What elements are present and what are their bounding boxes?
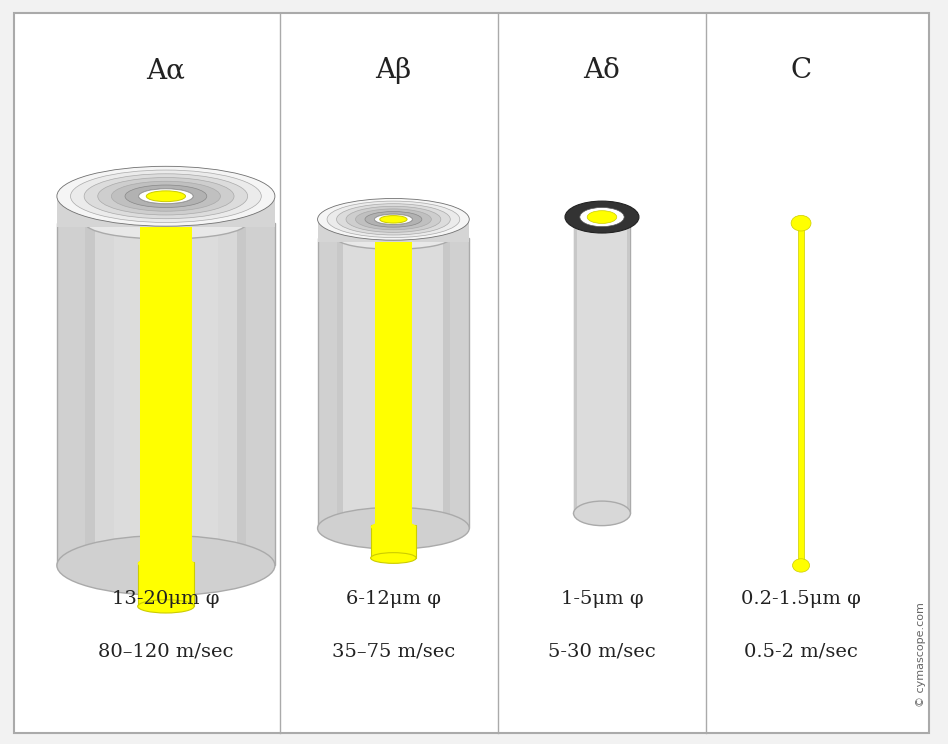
Text: 5-30 m/sec: 5-30 m/sec (548, 642, 656, 660)
Ellipse shape (574, 507, 630, 519)
Ellipse shape (791, 216, 811, 231)
Ellipse shape (356, 209, 431, 230)
Ellipse shape (346, 206, 441, 232)
Ellipse shape (125, 185, 207, 208)
FancyBboxPatch shape (337, 238, 450, 528)
Ellipse shape (574, 501, 630, 526)
Ellipse shape (85, 208, 246, 239)
FancyBboxPatch shape (450, 238, 469, 528)
FancyBboxPatch shape (371, 525, 416, 558)
Text: 0.2-1.5μm φ: 0.2-1.5μm φ (741, 590, 861, 608)
Text: Aδ: Aδ (584, 57, 620, 84)
Ellipse shape (384, 217, 403, 222)
FancyBboxPatch shape (140, 227, 191, 562)
Text: 1-5μm φ: 1-5μm φ (560, 590, 644, 608)
Ellipse shape (337, 517, 450, 539)
FancyBboxPatch shape (798, 223, 804, 565)
FancyBboxPatch shape (14, 13, 929, 733)
Ellipse shape (85, 550, 246, 581)
FancyBboxPatch shape (337, 238, 343, 528)
Text: 35–75 m/sec: 35–75 m/sec (332, 642, 455, 660)
FancyBboxPatch shape (318, 217, 469, 242)
Ellipse shape (84, 174, 247, 219)
Text: 0.5-2 m/sec: 0.5-2 m/sec (744, 642, 858, 660)
Ellipse shape (98, 178, 234, 215)
FancyBboxPatch shape (574, 223, 577, 513)
Text: 80–120 m/sec: 80–120 m/sec (99, 642, 233, 660)
FancyBboxPatch shape (85, 223, 114, 565)
Ellipse shape (318, 507, 469, 549)
Ellipse shape (137, 557, 194, 570)
FancyBboxPatch shape (85, 223, 246, 565)
Text: 13-20μm φ: 13-20μm φ (112, 590, 220, 608)
Ellipse shape (57, 167, 275, 226)
Ellipse shape (374, 214, 412, 225)
Ellipse shape (337, 204, 450, 235)
FancyBboxPatch shape (627, 223, 630, 513)
Ellipse shape (327, 201, 460, 237)
FancyBboxPatch shape (246, 223, 275, 565)
Ellipse shape (380, 216, 407, 223)
Ellipse shape (574, 218, 630, 229)
Ellipse shape (137, 600, 194, 613)
FancyBboxPatch shape (318, 238, 337, 528)
Text: Aα: Aα (146, 57, 186, 84)
Ellipse shape (57, 536, 275, 595)
Text: Aβ: Aβ (375, 57, 411, 84)
Ellipse shape (793, 559, 810, 572)
Ellipse shape (318, 199, 469, 240)
Ellipse shape (365, 211, 422, 227)
FancyBboxPatch shape (57, 223, 85, 565)
FancyBboxPatch shape (444, 238, 450, 528)
Text: C: C (791, 57, 811, 84)
Ellipse shape (153, 193, 179, 200)
FancyBboxPatch shape (85, 223, 95, 565)
Text: © cymascope.com: © cymascope.com (917, 603, 926, 707)
Text: 6-12μm φ: 6-12μm φ (346, 590, 441, 608)
Ellipse shape (374, 214, 412, 225)
FancyBboxPatch shape (57, 193, 275, 227)
Ellipse shape (111, 182, 220, 211)
FancyBboxPatch shape (218, 223, 246, 565)
FancyBboxPatch shape (237, 223, 246, 565)
Ellipse shape (580, 208, 624, 227)
Ellipse shape (371, 522, 416, 532)
Ellipse shape (138, 189, 193, 204)
Ellipse shape (70, 170, 262, 222)
Ellipse shape (587, 211, 617, 223)
Ellipse shape (337, 227, 450, 249)
Ellipse shape (138, 189, 193, 204)
Ellipse shape (146, 191, 186, 202)
FancyBboxPatch shape (137, 562, 194, 606)
FancyBboxPatch shape (574, 223, 630, 513)
FancyBboxPatch shape (375, 242, 411, 525)
Ellipse shape (371, 553, 416, 563)
Ellipse shape (565, 201, 639, 233)
